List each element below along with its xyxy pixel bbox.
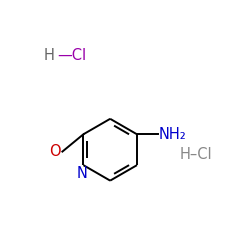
Text: —Cl: —Cl xyxy=(57,48,86,63)
Text: NH₂: NH₂ xyxy=(159,127,187,142)
Text: O: O xyxy=(49,144,60,159)
Text: H–Cl: H–Cl xyxy=(180,147,212,162)
Text: H: H xyxy=(44,48,54,63)
Text: N: N xyxy=(77,166,88,182)
